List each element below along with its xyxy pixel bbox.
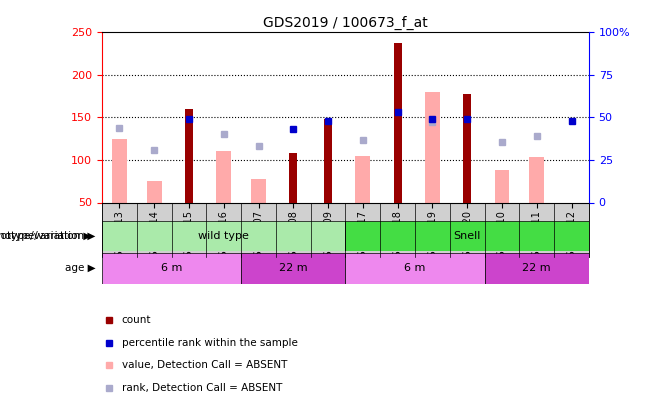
Text: rank, Detection Call = ABSENT: rank, Detection Call = ABSENT bbox=[122, 383, 282, 393]
Text: value, Detection Call = ABSENT: value, Detection Call = ABSENT bbox=[122, 360, 287, 370]
Bar bbox=[345, 253, 484, 284]
Text: wild type: wild type bbox=[198, 231, 249, 241]
Bar bbox=[393, 43, 401, 202]
Bar bbox=[102, 253, 241, 284]
Bar bbox=[484, 253, 589, 284]
Bar bbox=[147, 181, 162, 202]
Bar bbox=[290, 153, 297, 202]
Text: 6 m: 6 m bbox=[161, 263, 182, 273]
Text: 22 m: 22 m bbox=[279, 263, 307, 273]
Bar bbox=[345, 221, 589, 251]
Bar bbox=[216, 151, 231, 202]
Text: age ▶: age ▶ bbox=[64, 263, 95, 273]
Bar bbox=[241, 253, 345, 284]
Text: percentile rank within the sample: percentile rank within the sample bbox=[122, 338, 297, 347]
Bar bbox=[112, 139, 127, 202]
Text: count: count bbox=[122, 315, 151, 325]
Bar bbox=[251, 179, 266, 202]
Bar bbox=[355, 156, 370, 202]
Title: GDS2019 / 100673_f_at: GDS2019 / 100673_f_at bbox=[263, 16, 428, 30]
Bar bbox=[102, 221, 345, 251]
Bar bbox=[529, 158, 544, 202]
Text: genotype/variation ▶: genotype/variation ▶ bbox=[0, 231, 91, 241]
Text: genotype/variation ▶: genotype/variation ▶ bbox=[0, 231, 95, 241]
Text: 6 m: 6 m bbox=[404, 263, 426, 273]
Bar bbox=[185, 109, 193, 202]
Text: Snell: Snell bbox=[453, 231, 481, 241]
Bar bbox=[324, 119, 332, 202]
Text: 22 m: 22 m bbox=[522, 263, 551, 273]
Bar bbox=[495, 170, 509, 202]
Bar bbox=[425, 92, 440, 202]
Bar bbox=[463, 94, 471, 202]
